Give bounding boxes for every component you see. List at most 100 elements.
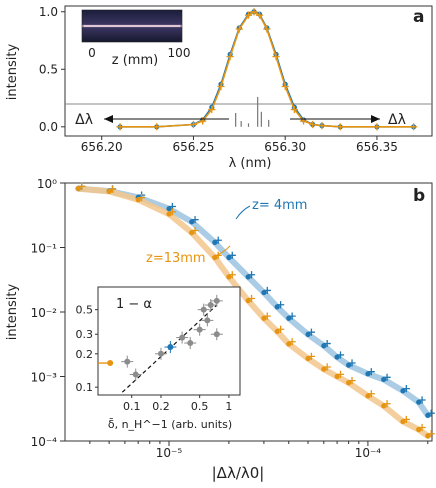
- data-point-plus: [263, 286, 271, 295]
- data-point: [410, 123, 418, 131]
- inset-tick-0: 0: [88, 46, 96, 60]
- inset-point: [213, 331, 220, 338]
- data-point: [189, 120, 198, 129]
- data-point: [244, 11, 253, 19]
- data-point-circle: [261, 315, 267, 321]
- data-point-plus: [348, 359, 356, 367]
- inset-y-tick-label: 0.5: [76, 304, 94, 317]
- data-point: [255, 11, 264, 19]
- data-point-circle: [334, 354, 340, 360]
- y-tick-label: 1.0: [39, 5, 58, 19]
- inset-data: [98, 294, 223, 393]
- data-point-plus: [168, 208, 176, 216]
- data-point-plus: [336, 370, 345, 378]
- data-point: [116, 123, 124, 131]
- data-point: [290, 105, 298, 114]
- data-point-plus: [402, 385, 410, 393]
- data-point: [250, 8, 258, 16]
- inset-point: [204, 317, 211, 324]
- data-point-plus: [418, 423, 426, 432]
- data-point: [318, 122, 326, 130]
- data-point-plus: [367, 368, 375, 376]
- data-point-circle: [166, 206, 172, 212]
- data-point-circle: [381, 376, 387, 383]
- inset-x-tick-label: 0.2: [152, 400, 170, 413]
- fit-band: [75, 185, 431, 439]
- panel-b: 10⁻⁵ 10⁻⁴ 10⁰ 10⁻¹ 10⁻² 10⁻³ 10⁻⁴ z= 4mm z=13m…: [5, 177, 435, 482]
- data-point: [309, 120, 317, 129]
- y-tick-label: 0.0: [39, 120, 58, 134]
- inset-y-tick-label: 0.2: [76, 348, 94, 361]
- data-point-plus: [277, 325, 285, 333]
- y-tick-label: 10⁻³: [31, 371, 58, 385]
- y-tick-label: 0.5: [39, 62, 58, 76]
- data-point-circle: [425, 412, 431, 418]
- y-tick-label: 10⁻²: [31, 306, 58, 320]
- data-point-plus: [214, 236, 222, 244]
- x-tick-label: 656.35: [356, 140, 398, 154]
- panel-a-ticks: 656.20 656.25 656.30 656.35 0.0 0.5 1.0: [39, 5, 398, 154]
- data-point-plus: [383, 373, 391, 381]
- data-point-circle: [321, 343, 327, 349]
- data-point-circle: [135, 197, 141, 203]
- data-point-plus: [78, 182, 86, 191]
- inset-ticks: 0.1 0.2 0.5 1 0.5 0.3 0.2 0.1: [76, 304, 233, 413]
- data-point-plus: [247, 294, 256, 303]
- panel-b-series: [75, 182, 435, 439]
- data-point-plus: [367, 390, 375, 398]
- data-point-plus: [402, 415, 410, 424]
- y-tick-label: 10⁻¹: [31, 242, 58, 256]
- data-point-plus: [137, 193, 146, 202]
- data-point-circle: [381, 403, 387, 409]
- inset-point: [124, 358, 131, 365]
- data-point-circle: [416, 427, 422, 433]
- data-point-circle: [274, 328, 280, 335]
- inset-x-tick-label: 0.5: [191, 400, 209, 413]
- data-point: [272, 53, 280, 61]
- right-arrow-label: Δλ: [388, 112, 406, 128]
- inset-point: [107, 360, 114, 367]
- data-point-circle: [106, 188, 112, 195]
- data-point-plus: [323, 363, 331, 371]
- data-point: [336, 123, 344, 131]
- data-point-circle: [334, 373, 340, 380]
- alpha-inset: 0.1 0.2 0.5 1 0.5 0.3 0.2 0.1: [76, 286, 241, 413]
- panel-b-ylabel: intensity: [5, 284, 20, 341]
- x-tick-label: 10⁻⁵: [156, 446, 183, 460]
- data-point-plus: [228, 251, 236, 259]
- data-point-circle: [305, 355, 311, 362]
- data-point-plus: [288, 338, 296, 346]
- data-point-circle: [305, 331, 311, 337]
- data-point-circle: [365, 371, 371, 377]
- panel-a-ylabel: intensity: [5, 44, 20, 101]
- data-point-circle: [321, 366, 327, 372]
- panel-a-series: [116, 8, 418, 131]
- data-point-circle: [286, 315, 292, 321]
- data-point-plus: [307, 328, 316, 336]
- data-point-circle: [261, 289, 267, 296]
- panel-a: 656.20 656.25 656.30 656.350.00.51.0 0 100 …: [5, 5, 433, 171]
- panel-b-ticks: 10⁻⁵ 10⁻⁴ 10⁰ 10⁻¹ 10⁻² 10⁻³ 10⁻⁴: [31, 177, 429, 460]
- inset-point: [179, 334, 186, 341]
- data-point: [208, 105, 216, 114]
- y-tick-label: 10⁻⁴: [31, 435, 58, 449]
- arrow-z13: [211, 245, 231, 258]
- data-point-circle: [400, 418, 406, 425]
- data-point: [281, 82, 289, 91]
- data-point-plus: [191, 216, 199, 224]
- panel-a-letter: a: [413, 7, 424, 27]
- data-point-circle: [245, 274, 251, 280]
- data-point-plus: [288, 312, 296, 320]
- label-z4: z= 4mm: [252, 198, 307, 213]
- data-point-circle: [226, 254, 232, 261]
- inset-x-tick-label: 0.1: [123, 400, 141, 413]
- reference-lines: [235, 96, 270, 127]
- inset-point: [207, 302, 214, 309]
- inset-xlabel: δ̄, n_H^−1 (arb. units): [108, 418, 232, 431]
- inset-point: [187, 340, 194, 347]
- data-point-circle: [226, 274, 232, 280]
- data-point-plus: [323, 339, 331, 348]
- data-point-plus: [383, 400, 391, 408]
- data-point-circle: [365, 393, 371, 399]
